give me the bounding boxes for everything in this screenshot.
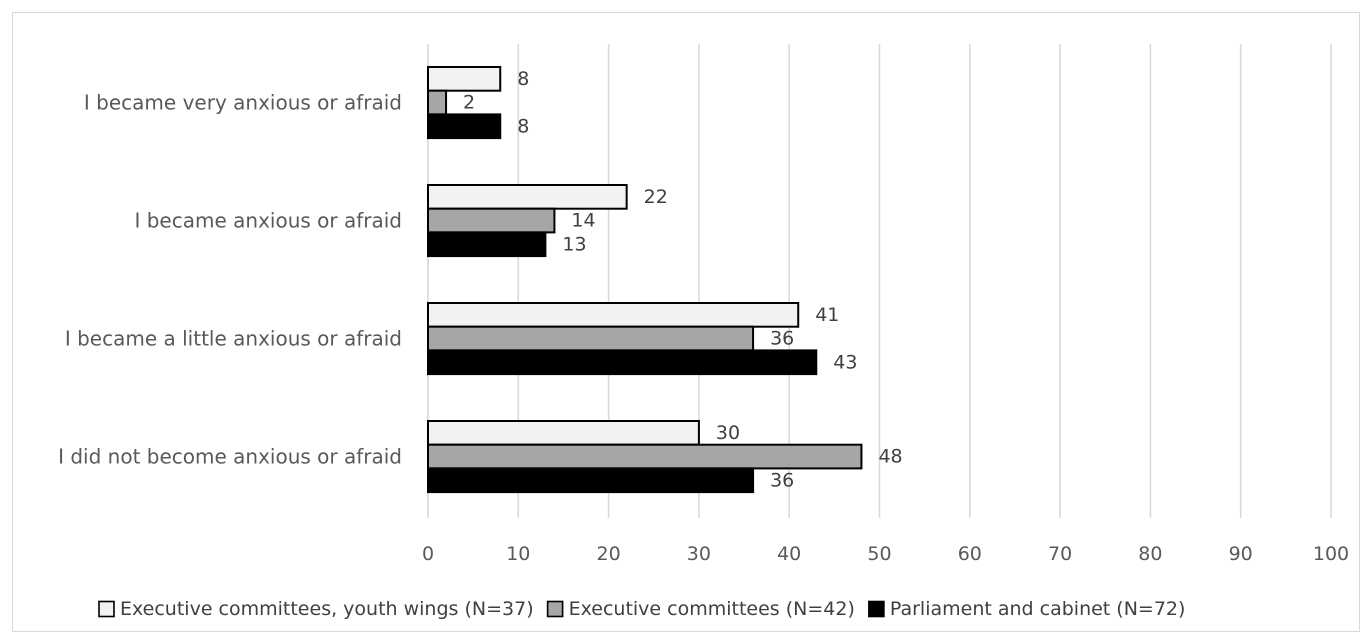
data-label: 8: [517, 115, 529, 137]
data-label: 22: [644, 186, 668, 208]
legend-label: Executive committees (N=42): [569, 598, 855, 620]
bar: [427, 66, 502, 92]
bar: [427, 443, 863, 470]
bar: [427, 231, 547, 258]
x-tick-label: 50: [867, 543, 891, 565]
category-label: I did not become anxious or afraid: [58, 445, 402, 469]
data-label: 8: [517, 68, 529, 90]
category-label: I became a little anxious or afraid: [65, 327, 402, 351]
bars: [427, 66, 863, 494]
legend-label: Parliament and cabinet (N=72): [890, 598, 1186, 620]
x-tick-label: 20: [597, 543, 621, 565]
legend: Executive committees, youth wings (N=37)…: [98, 598, 1186, 620]
bar: [427, 184, 628, 210]
data-label: 13: [562, 233, 586, 255]
x-tick-label: 10: [506, 543, 530, 565]
legend-swatch: [868, 600, 885, 618]
x-tick-label: 100: [1313, 543, 1349, 565]
bar: [427, 349, 818, 376]
legend-item: Executive committees, youth wings (N=37): [98, 598, 534, 620]
data-label: 2: [463, 92, 475, 114]
x-tick-label: 30: [687, 543, 711, 565]
x-tick-label: 60: [958, 543, 982, 565]
legend-label: Executive committees, youth wings (N=37): [120, 598, 534, 620]
legend-swatch: [98, 600, 115, 618]
data-label: 36: [770, 328, 794, 350]
bar: [427, 325, 755, 352]
data-label: 14: [571, 210, 595, 232]
category-label: I became anxious or afraid: [134, 209, 402, 233]
x-tick-label: 90: [1229, 543, 1253, 565]
category-label: I became very anxious or afraid: [84, 91, 402, 115]
data-label: 36: [770, 469, 794, 491]
x-tick-label: 40: [777, 543, 801, 565]
bar: [427, 113, 502, 140]
bar: [427, 89, 448, 116]
legend-item: Executive committees (N=42): [546, 598, 855, 620]
data-label: 48: [878, 446, 902, 468]
data-label: 43: [833, 351, 857, 373]
bar: [427, 467, 755, 494]
data-label: 30: [716, 422, 740, 444]
legend-swatch: [546, 600, 564, 618]
bar: [427, 302, 800, 328]
x-tick-label: 80: [1138, 543, 1162, 565]
x-axis-tick-labels: 0 10 20 30 40 50 60 70 80 90 100: [422, 543, 1349, 565]
category-labels: I became very anxious or afraid I became …: [58, 91, 402, 469]
bar: [427, 207, 556, 234]
x-tick-label: 0: [422, 543, 434, 565]
bar: [427, 420, 700, 446]
data-label: 41: [815, 304, 839, 326]
legend-item: Parliament and cabinet (N=72): [868, 598, 1186, 620]
x-tick-label: 70: [1048, 543, 1072, 565]
